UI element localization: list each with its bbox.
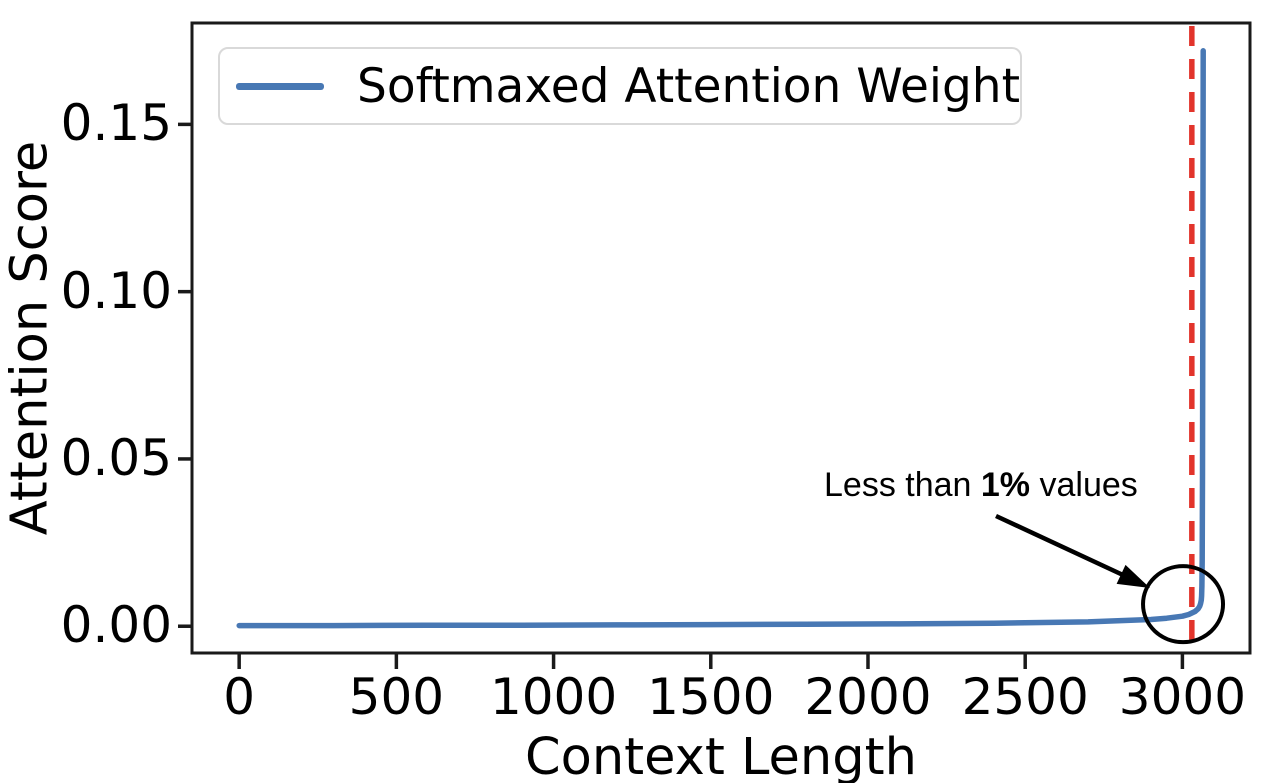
x-tick-label: 2500 (961, 668, 1089, 726)
annotation-text: Less than 1% values (824, 466, 1138, 505)
series-line (236, 48, 1206, 629)
x-axis-title: Context Length (525, 728, 917, 783)
y-axis-title: Attention Score (0, 140, 60, 536)
y-tick-label: 0.00 (60, 596, 172, 655)
legend-line-sample-icon (236, 82, 325, 90)
legend: Softmaxed Attention Weight (218, 47, 1022, 125)
y-tick-label: 0.05 (60, 428, 172, 487)
x-tick-label: 0 (223, 668, 256, 726)
annotation-arrow-head-icon (1116, 564, 1150, 588)
annotation-text-suffix: values (1030, 466, 1138, 504)
annotation-text-bold: 1% (980, 466, 1031, 504)
legend-label: Softmaxed Attention Weight (357, 58, 1020, 114)
annotation-arrow-shaft (995, 513, 1124, 578)
x-tick-label: 3000 (1118, 668, 1247, 726)
y-tick-label: 0.15 (60, 94, 172, 153)
annotation-circle (1141, 564, 1226, 645)
x-tick-label: 2000 (804, 668, 932, 726)
x-tick-label: 1000 (489, 668, 618, 726)
y-tick-label: 0.10 (60, 261, 172, 320)
plot-spines (190, 21, 1252, 655)
x-tick-label: 1500 (647, 668, 775, 726)
annotation-text-prefix: Less than (824, 466, 981, 504)
x-tick-label: 500 (348, 668, 445, 726)
